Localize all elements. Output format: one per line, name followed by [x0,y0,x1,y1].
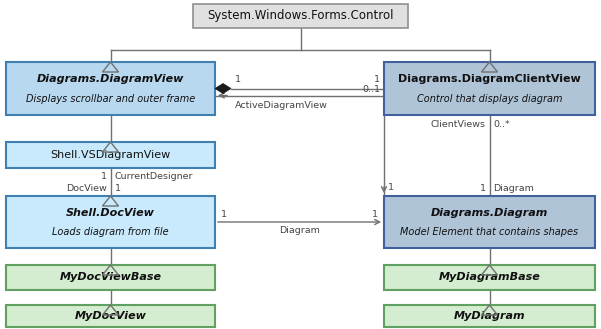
Text: MyDiagramBase: MyDiagramBase [439,272,540,283]
Text: Loads diagram from file: Loads diagram from file [52,227,169,238]
Text: MyDocViewBase: MyDocViewBase [59,272,162,283]
Text: 1: 1 [374,74,380,84]
Polygon shape [215,84,231,93]
Bar [384,305,595,327]
Bar [6,196,215,248]
Bar [6,265,215,290]
Text: Diagram: Diagram [279,226,320,235]
Text: 1: 1 [480,184,486,193]
Text: 1: 1 [372,210,378,219]
Text: MyDocView: MyDocView [75,311,147,321]
Text: 1: 1 [235,74,241,84]
Text: Displays scrollbar and outer frame: Displays scrollbar and outer frame [26,94,195,104]
Text: Shell.DocView: Shell.DocView [66,208,155,218]
Text: 1: 1 [388,183,394,192]
Bar [6,142,215,168]
Text: 1: 1 [115,184,120,193]
Text: Diagram: Diagram [493,184,534,193]
Text: System.Windows.Forms.Control: System.Windows.Forms.Control [207,10,394,22]
Text: DocView: DocView [66,184,106,193]
Bar [384,196,595,248]
Text: Diagrams.DiagramClientView: Diagrams.DiagramClientView [398,74,581,84]
Bar [193,4,408,28]
Text: Model Element that contains shapes: Model Element that contains shapes [400,227,579,238]
Text: ClientViews: ClientViews [430,120,486,129]
Bar [384,62,595,115]
Bar [6,305,215,327]
Text: Diagrams.Diagram: Diagrams.Diagram [431,208,548,218]
Text: ActiveDiagramView: ActiveDiagramView [235,102,328,111]
Bar [384,265,595,290]
Text: 1: 1 [221,210,227,219]
Text: Control that displays diagram: Control that displays diagram [416,94,563,104]
Text: 0..*: 0..* [493,120,510,129]
Text: Shell.VSDiagramView: Shell.VSDiagramView [50,150,171,160]
Text: CurrentDesigner: CurrentDesigner [115,172,193,181]
Text: 0..1: 0..1 [362,85,380,93]
Text: MyDiagram: MyDiagram [454,311,525,321]
Text: Diagrams.DiagramView: Diagrams.DiagramView [37,74,184,84]
Bar [6,62,215,115]
Text: 1: 1 [100,172,106,181]
